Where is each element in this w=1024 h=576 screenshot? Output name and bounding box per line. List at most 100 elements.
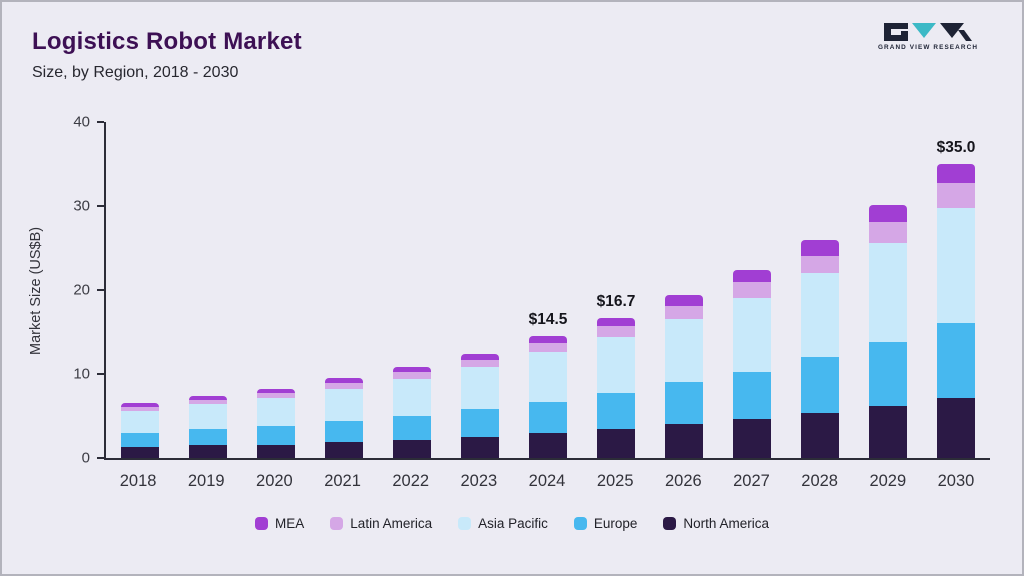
grand-view-research-logo: GRAND VIEW RESEARCH [878,23,977,51]
logo-r-leg [958,30,972,41]
y-tick-mark [97,289,104,291]
bar-segment-north-america [120,447,160,458]
bar-segment-latin-america [664,305,704,320]
y-tick-mark [97,457,104,459]
bar-segment-asia-pacific [392,379,432,417]
stacked-bar-2024 [528,122,568,458]
stacked-bar-2029 [868,122,908,458]
stacked-bar-2025 [596,122,636,458]
bar-column-2024: $14.5 [514,122,582,458]
page-title: Logistics Robot Market [32,28,302,55]
bar-segment-mea [800,240,840,256]
bar-segment-north-america [596,429,636,458]
stacked-bar-2026 [664,122,704,458]
x-tick-label: 2027 [733,472,770,490]
legend-label: Latin America [350,516,433,531]
stacked-bar-2021 [324,122,364,458]
bar-segment-latin-america [596,326,636,338]
legend: MEA Latin America Asia Pacific Europe North … [2,516,1022,531]
y-tick-label: 10 [73,365,90,383]
bar-segment-europe [528,401,568,433]
bar-column-2027 [718,122,786,458]
bar-segment-asia-pacific [120,411,160,433]
bar-segment-north-america [868,405,908,458]
bar-segment-asia-pacific [596,337,636,394]
bar-column-2020 [242,122,310,458]
bar-column-2023 [446,122,514,458]
bar-segment-mea [732,269,772,283]
bar-segment-europe [460,409,500,437]
bar-segment-latin-america [460,359,500,368]
bar-segment-asia-pacific [256,398,296,427]
bar-segment-europe [596,393,636,430]
bar-column-2021 [310,122,378,458]
x-tick-label: 2023 [460,472,498,490]
legend-swatch-icon [573,517,587,530]
bar-segment-mea [936,164,976,184]
bar-segment-europe [392,416,432,440]
legend-swatch-icon [330,517,344,530]
bar-segment-asia-pacific [528,352,568,402]
bar-segment-north-america [732,419,772,458]
bar-column-2019 [174,122,242,458]
bar-segment-latin-america [528,342,568,353]
legend-label: North America [683,516,769,531]
bar-column-2029 [854,122,922,458]
legend-item-europe: Europe [573,516,638,531]
x-tick-label: 2030 [937,472,975,490]
x-axis-labels: 2018 2019 2020 2021 2022 2023 2024 2025 2026 2027… [104,472,990,491]
bar-segment-latin-america [800,255,840,274]
bar-segment-mea [324,378,364,383]
bar-segment-europe [188,429,228,446]
stacked-bar-2018 [120,122,160,458]
bar-segment-asia-pacific [188,404,228,430]
bar-column-2028 [786,122,854,458]
logo-v-teal-glyph [912,23,936,38]
y-tick-mark [97,205,104,207]
bar-segment-mea [256,389,296,394]
x-tick-label: 2025 [596,472,634,490]
bar-segment-asia-pacific [732,297,772,372]
bar-segment-north-america [800,412,840,458]
y-tick-label: 20 [73,281,90,299]
bar-segment-latin-america [732,282,772,298]
bar-column-2025: $16.7 [582,122,650,458]
bar-value-label: $16.7 [596,292,636,310]
bar-segment-europe [732,371,772,420]
bar-segment-north-america [324,442,364,458]
bar-segment-latin-america [392,372,432,380]
y-axis-title: Market Size (US$B) [28,226,44,356]
legend-swatch-icon [255,517,269,530]
bar-segment-mea [460,353,500,360]
bar-segment-europe [936,322,976,398]
bar-segment-north-america [392,439,432,458]
stacked-bar-2020 [256,122,296,458]
logo-g-glyph [884,23,908,41]
bar-segment-mea [596,317,636,327]
legend-item-asia-pacific: Asia Pacific [458,516,548,531]
x-tick-label: 2024 [528,472,566,490]
y-tick-mark [97,121,104,123]
bar-segment-mea [528,336,568,343]
bar-segment-latin-america [324,382,364,390]
legend-label: Europe [593,516,638,531]
plot-area: 0 10 20 30 40 $14.5 $16.7 $35.0 [73,114,990,467]
y-tick-label: 30 [73,197,90,215]
bar-segment-latin-america [868,221,908,243]
bar-segment-asia-pacific [664,319,704,383]
bar-segment-north-america [460,437,500,458]
stacked-bar-2019 [188,122,228,458]
legend-swatch-icon [458,517,472,530]
bar-segment-mea [392,367,432,373]
legend-item-north-america: North America [663,516,769,531]
x-tick-label: 2018 [119,472,157,490]
bar-segment-europe [324,421,364,443]
bar-segment-asia-pacific [936,207,976,323]
legend-item-latin-america: Latin America [330,516,432,531]
bar-column-2026 [650,122,718,458]
bar-segment-europe [120,432,160,448]
y-tick-label: 40 [73,113,90,131]
stacked-bar-2022 [392,122,432,458]
bar-segment-europe [256,426,296,445]
